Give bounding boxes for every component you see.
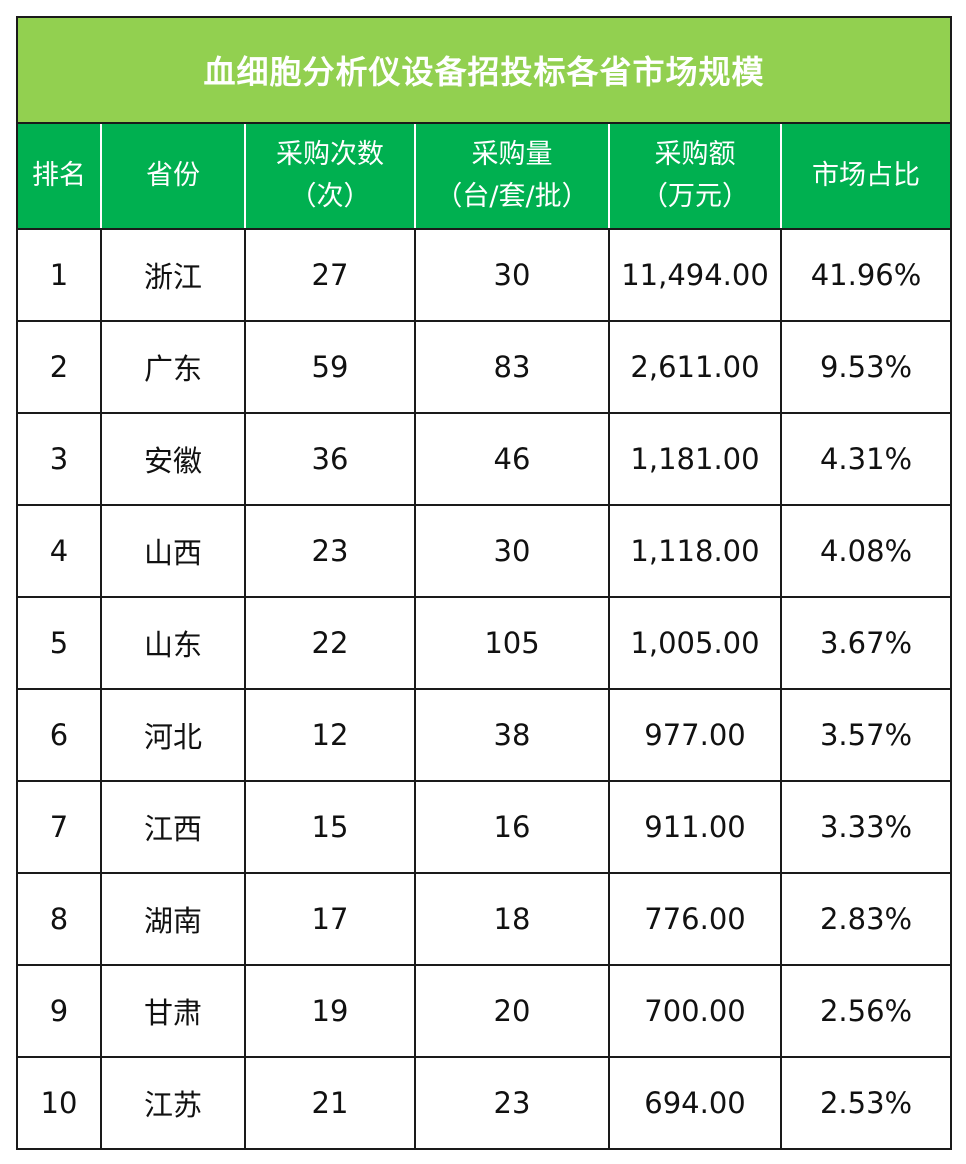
- cell-quantity: 46: [414, 412, 610, 506]
- header-amount: 采购额 （万元）: [608, 122, 782, 230]
- cell-quantity: 38: [414, 688, 610, 782]
- cell-rank: 1: [16, 228, 102, 322]
- cell-province: 安徽: [100, 412, 246, 506]
- header-amount-unit: （万元）: [641, 181, 749, 212]
- header-share-label: 市场占比: [812, 160, 921, 191]
- cell-amount: 1,118.00: [608, 504, 782, 598]
- cell-rank: 9: [16, 964, 102, 1058]
- cell-province: 甘肃: [100, 964, 246, 1058]
- cell-amount: 700.00: [608, 964, 782, 1058]
- cell-share: 3.67%: [779, 596, 953, 690]
- cell-rank: 5: [16, 596, 102, 690]
- cell-amount: 1,181.00: [608, 412, 782, 506]
- cell-province: 广东: [100, 320, 246, 414]
- cell-rank: 7: [16, 780, 102, 874]
- cell-rank: 10: [16, 1056, 102, 1150]
- table-row: 2 广东 59 83 2,611.00 9.53%: [16, 320, 953, 414]
- cell-province: 浙江: [100, 228, 246, 322]
- table-row: 3 安徽 36 46 1,181.00 4.31%: [16, 412, 953, 506]
- cell-count: 19: [244, 964, 416, 1058]
- header-rank: 排名: [16, 122, 102, 230]
- cell-amount: 1,005.00: [608, 596, 782, 690]
- table-row: 5 山东 22 105 1,005.00 3.67%: [16, 596, 953, 690]
- table-row: 8 湖南 17 18 776.00 2.83%: [16, 872, 953, 966]
- cell-amount: 11,494.00: [608, 228, 782, 322]
- header-count-label: 采购次数: [276, 139, 384, 170]
- table-row: 1 浙江 27 30 11,494.00 41.96%: [16, 228, 953, 322]
- cell-count: 21: [244, 1056, 416, 1150]
- header-province: 省份: [100, 122, 246, 230]
- cell-province: 湖南: [100, 872, 246, 966]
- header-quantity: 采购量 （台/套/批）: [414, 122, 610, 230]
- cell-share: 2.56%: [779, 964, 953, 1058]
- cell-count: 22: [244, 596, 416, 690]
- header-quantity-unit: （台/套/批）: [435, 181, 589, 212]
- cell-quantity: 105: [414, 596, 610, 690]
- cell-quantity: 16: [414, 780, 610, 874]
- cell-quantity: 83: [414, 320, 610, 414]
- title-row: 血细胞分析仪设备招投标各省市场规模: [15, 16, 953, 124]
- cell-share: 4.31%: [779, 412, 953, 506]
- table-row: 7 江西 15 16 911.00 3.33%: [16, 780, 953, 874]
- header-share: 市场占比: [779, 122, 953, 230]
- cell-quantity: 30: [414, 504, 610, 598]
- cell-quantity: 23: [414, 1056, 610, 1150]
- table-row: 4 山西 23 30 1,118.00 4.08%: [16, 504, 953, 598]
- table-body: 1 浙江 27 30 11,494.00 41.96% 2 广东 59 83 2…: [16, 228, 953, 1150]
- market-size-table: 血细胞分析仪设备招投标各省市场规模 排名 省份 采购次数 （次） 采购量 （台/…: [15, 16, 953, 1150]
- cell-rank: 6: [16, 688, 102, 782]
- cell-quantity: 30: [414, 228, 610, 322]
- header-count: 采购次数 （次）: [244, 122, 416, 230]
- cell-rank: 2: [16, 320, 102, 414]
- table-row: 10 江苏 21 23 694.00 2.53%: [16, 1056, 953, 1150]
- cell-share: 41.96%: [779, 228, 953, 322]
- cell-count: 15: [244, 780, 416, 874]
- cell-province: 江苏: [100, 1056, 246, 1150]
- cell-count: 36: [244, 412, 416, 506]
- cell-count: 12: [244, 688, 416, 782]
- cell-province: 山西: [100, 504, 246, 598]
- header-rank-label: 排名: [32, 160, 86, 191]
- cell-share: 3.33%: [779, 780, 953, 874]
- header-province-label: 省份: [146, 160, 200, 191]
- header-quantity-label: 采购量: [471, 139, 553, 170]
- cell-share: 2.83%: [779, 872, 953, 966]
- table-row: 9 甘肃 19 20 700.00 2.56%: [16, 964, 953, 1058]
- cell-amount: 977.00: [608, 688, 782, 782]
- cell-share: 3.57%: [779, 688, 953, 782]
- cell-share: 2.53%: [779, 1056, 953, 1150]
- cell-count: 27: [244, 228, 416, 322]
- market-table-container: 血细胞分析仪设备招投标各省市场规模 排名 省份 采购次数 （次） 采购量 （台/…: [15, 16, 953, 1150]
- cell-count: 17: [244, 872, 416, 966]
- cell-quantity: 18: [414, 872, 610, 966]
- cell-rank: 3: [16, 412, 102, 506]
- table-row: 6 河北 12 38 977.00 3.57%: [16, 688, 953, 782]
- cell-amount: 776.00: [608, 872, 782, 966]
- cell-amount: 911.00: [608, 780, 782, 874]
- cell-amount: 694.00: [608, 1056, 782, 1150]
- cell-quantity: 20: [414, 964, 610, 1058]
- cell-rank: 8: [16, 872, 102, 966]
- table-title: 血细胞分析仪设备招投标各省市场规模: [15, 16, 953, 124]
- cell-share: 4.08%: [779, 504, 953, 598]
- cell-province: 山东: [100, 596, 246, 690]
- cell-amount: 2,611.00: [608, 320, 782, 414]
- cell-rank: 4: [16, 504, 102, 598]
- header-row: 排名 省份 采购次数 （次） 采购量 （台/套/批） 采购额 （万元）: [16, 122, 953, 230]
- cell-count: 23: [244, 504, 416, 598]
- cell-share: 9.53%: [779, 320, 953, 414]
- header-count-unit: （次）: [289, 181, 371, 212]
- cell-province: 江西: [100, 780, 246, 874]
- cell-province: 河北: [100, 688, 246, 782]
- cell-count: 59: [244, 320, 416, 414]
- header-amount-label: 采购额: [654, 139, 736, 170]
